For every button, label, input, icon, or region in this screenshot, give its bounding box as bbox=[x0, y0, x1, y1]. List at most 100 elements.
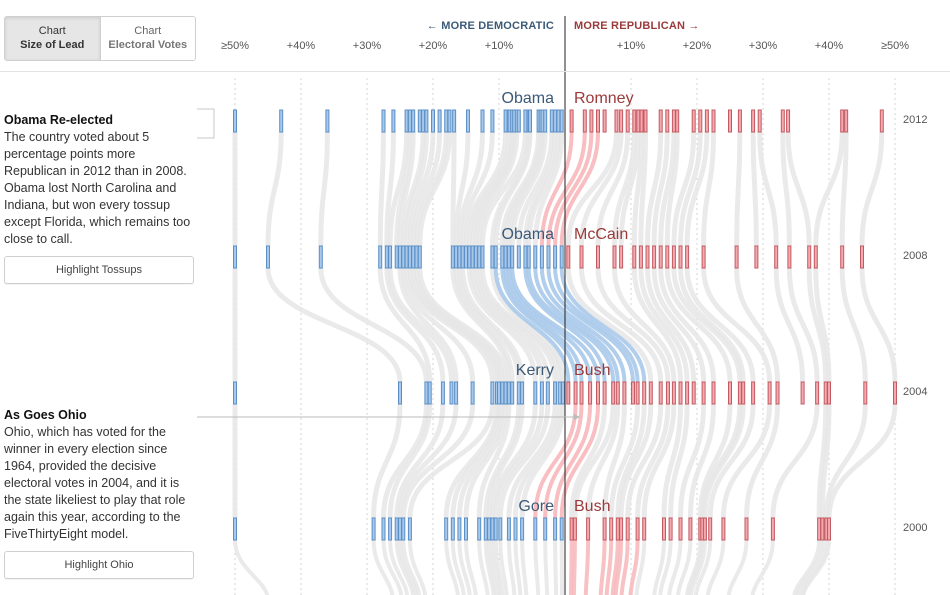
state-mark-dem bbox=[477, 245, 482, 269]
state-mark-rep bbox=[671, 109, 676, 133]
state-mark-rep bbox=[632, 109, 637, 133]
state-flow bbox=[509, 131, 548, 247]
state-mark-rep bbox=[744, 517, 749, 541]
state-mark-dem bbox=[266, 245, 270, 269]
state-flow bbox=[701, 267, 773, 383]
state-flow bbox=[483, 403, 522, 519]
state-mark-rep bbox=[639, 109, 644, 133]
state-flow bbox=[634, 539, 647, 595]
state-flow bbox=[553, 539, 559, 595]
state-flow bbox=[859, 131, 885, 247]
state-mark-rep bbox=[658, 381, 663, 405]
state-mark-dem bbox=[516, 245, 521, 269]
state-mark-dem bbox=[394, 245, 399, 269]
state-mark-rep bbox=[671, 245, 676, 269]
state-mark-dem bbox=[553, 245, 558, 269]
state-flow bbox=[377, 131, 386, 247]
state-mark-dem bbox=[398, 245, 402, 269]
state-flow bbox=[516, 131, 555, 247]
state-mark-rep bbox=[630, 381, 635, 405]
state-flow bbox=[533, 539, 541, 595]
state-mark-rep bbox=[611, 381, 616, 405]
state-mark-dem bbox=[440, 381, 445, 405]
year-label: 2000 bbox=[903, 522, 928, 534]
state-flow bbox=[397, 267, 459, 383]
state-mark-dem bbox=[404, 109, 409, 133]
state-mark-dem bbox=[497, 381, 501, 405]
state-flow bbox=[450, 131, 457, 247]
state-flow bbox=[734, 267, 781, 383]
state-mark-rep bbox=[786, 109, 791, 133]
state-flow bbox=[661, 403, 683, 519]
state-mark-dem bbox=[411, 245, 416, 269]
state-mark-rep bbox=[678, 245, 683, 269]
state-flow bbox=[470, 267, 545, 383]
state-flow bbox=[371, 403, 403, 519]
state-flow bbox=[520, 539, 529, 595]
state-mark-dem bbox=[233, 381, 237, 405]
state-mark-dem bbox=[506, 381, 511, 405]
state-mark-rep bbox=[721, 517, 726, 541]
state-mark-dem bbox=[407, 517, 412, 541]
state-mark-dem bbox=[450, 517, 455, 541]
state-flow bbox=[559, 131, 600, 247]
highlight-ohio-button[interactable]: Highlight Ohio bbox=[4, 551, 194, 579]
state-flow bbox=[265, 131, 284, 247]
state-mark-rep bbox=[893, 381, 897, 405]
x-tick-label: +40% bbox=[814, 40, 844, 52]
x-tick-label: +40% bbox=[286, 40, 316, 52]
state-mark-rep bbox=[635, 517, 640, 541]
state-mark-dem bbox=[545, 381, 550, 405]
state-mark-dem bbox=[516, 381, 521, 405]
state-flow bbox=[384, 267, 446, 383]
state-flow bbox=[476, 403, 512, 519]
x-tick-label: +30% bbox=[352, 40, 382, 52]
state-flow bbox=[460, 131, 495, 247]
state-flow bbox=[785, 131, 812, 247]
state-flow bbox=[480, 131, 528, 247]
electoral-votes-button[interactable]: Chart Electoral Votes bbox=[99, 17, 196, 60]
state-mark-dem bbox=[553, 517, 558, 541]
state-flow bbox=[397, 131, 416, 247]
state-mark-rep bbox=[588, 381, 593, 405]
state-flow bbox=[381, 403, 429, 519]
state-flow bbox=[539, 131, 574, 247]
state-mark-dem bbox=[498, 517, 503, 541]
state-flow bbox=[750, 131, 759, 247]
state-flow bbox=[770, 403, 820, 519]
size-of-lead-label: Size of Lead bbox=[20, 39, 85, 51]
state-flow bbox=[519, 403, 566, 519]
state-mark-rep bbox=[596, 245, 600, 269]
state-mark-dem bbox=[477, 517, 482, 541]
state-flow bbox=[806, 267, 829, 383]
state-flow bbox=[628, 539, 640, 595]
state-mark-rep bbox=[569, 517, 574, 541]
state-mark-dem bbox=[388, 245, 393, 269]
state-flow bbox=[543, 403, 584, 519]
state-flow bbox=[453, 131, 471, 247]
state-flow bbox=[839, 267, 868, 383]
state-flow bbox=[813, 267, 832, 383]
state-mark-rep bbox=[767, 381, 772, 405]
state-flow bbox=[823, 403, 868, 519]
state-flow bbox=[498, 539, 509, 595]
state-mark-rep bbox=[685, 381, 690, 405]
state-mark-dem bbox=[503, 109, 508, 133]
highlight-tossups-button[interactable]: Highlight Tossups bbox=[4, 256, 194, 284]
state-mark-dem bbox=[424, 109, 429, 133]
state-mark-rep bbox=[602, 381, 607, 405]
state-flow bbox=[813, 131, 845, 247]
state-flow bbox=[506, 539, 517, 595]
state-flow bbox=[265, 267, 403, 383]
electoral-votes-label: Electoral Votes bbox=[108, 39, 188, 51]
state-mark-rep bbox=[665, 245, 670, 269]
dem-candidate-label: Obama bbox=[501, 226, 554, 243]
state-mark-rep bbox=[566, 381, 571, 405]
state-flow bbox=[533, 403, 578, 519]
state-flow bbox=[579, 131, 624, 247]
state-mark-rep bbox=[668, 517, 673, 541]
dem-candidate-label: Gore bbox=[518, 498, 554, 515]
state-mark-rep bbox=[612, 245, 617, 269]
size-of-lead-button[interactable]: Chart Size of Lead bbox=[5, 17, 100, 60]
